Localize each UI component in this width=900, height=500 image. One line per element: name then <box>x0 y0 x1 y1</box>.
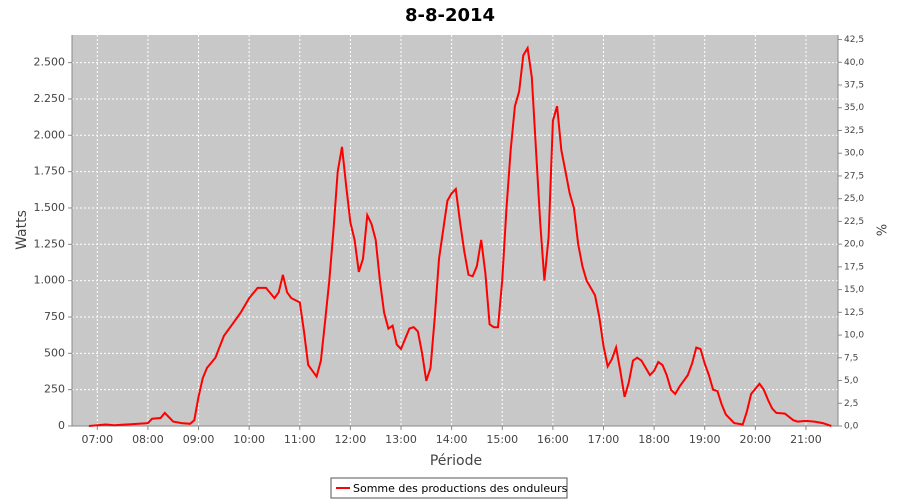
y2-tick-label: 27,5 <box>844 171 864 181</box>
y-tick-label: 2.500 <box>34 56 66 69</box>
x-tick-label: 14:00 <box>436 433 468 446</box>
x-tick-label: 18:00 <box>638 433 670 446</box>
chart-title: 8-8-2014 <box>405 5 495 26</box>
x-tick-label: 19:00 <box>689 433 721 446</box>
series-line <box>88 45 832 427</box>
y2-tick-label: 42,5 <box>844 35 864 45</box>
x-tick-label: 17:00 <box>588 433 620 446</box>
x-tick-label: 21:00 <box>790 433 822 446</box>
y2-tick-label: 22,5 <box>844 217 864 227</box>
y-tick-label: 1.500 <box>34 201 66 214</box>
legend-label: Somme des productions des onduleurs <box>353 482 568 495</box>
x-tick-label: 15:00 <box>486 433 518 446</box>
plot-area <box>72 35 838 426</box>
y-axis-label: Watts <box>14 210 30 250</box>
y2-axis-label: % <box>873 224 888 236</box>
x-axis-label: Période <box>430 453 482 469</box>
y2-tick-label: 20,0 <box>844 240 864 250</box>
y2-tick-label: 0,0 <box>844 422 859 432</box>
legend-box <box>330 477 568 499</box>
y2-tick-label: 25,0 <box>844 194 864 204</box>
x-tick-label: 16:00 <box>537 433 569 446</box>
y-tick-label: 250 <box>44 383 65 396</box>
y2-tick-label: 10,0 <box>844 331 864 341</box>
y-tick-label: 1.000 <box>34 274 66 287</box>
y2-tick-label: 15,0 <box>844 285 864 295</box>
y-tick-label: 1.250 <box>34 237 66 250</box>
y-tick-label: 0 <box>58 419 65 432</box>
y2-tick-label: 37,5 <box>844 81 864 91</box>
y2-tick-label: 5,0 <box>844 376 859 386</box>
y2-tick-label: 2,5 <box>844 399 858 409</box>
y2-tick-label: 40,0 <box>844 58 864 68</box>
x-tick-label: 07:00 <box>81 433 113 446</box>
x-tick-label: 13:00 <box>385 433 417 446</box>
y2-tick-label: 32,5 <box>844 126 864 136</box>
x-tick-label: 20:00 <box>739 433 771 446</box>
y-tick-label: 500 <box>44 346 65 359</box>
y2-tick-label: 17,5 <box>844 262 864 272</box>
y-tick-label: 2.250 <box>34 92 66 105</box>
y2-tick-label: 7,5 <box>844 353 858 363</box>
x-tick-label: 10:00 <box>233 433 265 446</box>
y-tick-label: 1.750 <box>34 165 66 178</box>
x-tick-label: 09:00 <box>183 433 215 446</box>
y-tick-label: 2.000 <box>34 128 66 141</box>
x-tick-label: 11:00 <box>284 433 316 446</box>
y2-tick-label: 12,5 <box>844 308 864 318</box>
x-tick-label: 08:00 <box>132 433 164 446</box>
y2-tick-label: 35,0 <box>844 103 864 113</box>
y-tick-label: 750 <box>44 310 65 323</box>
y2-tick-label: 30,0 <box>844 149 864 159</box>
x-tick-label: 12:00 <box>335 433 367 446</box>
